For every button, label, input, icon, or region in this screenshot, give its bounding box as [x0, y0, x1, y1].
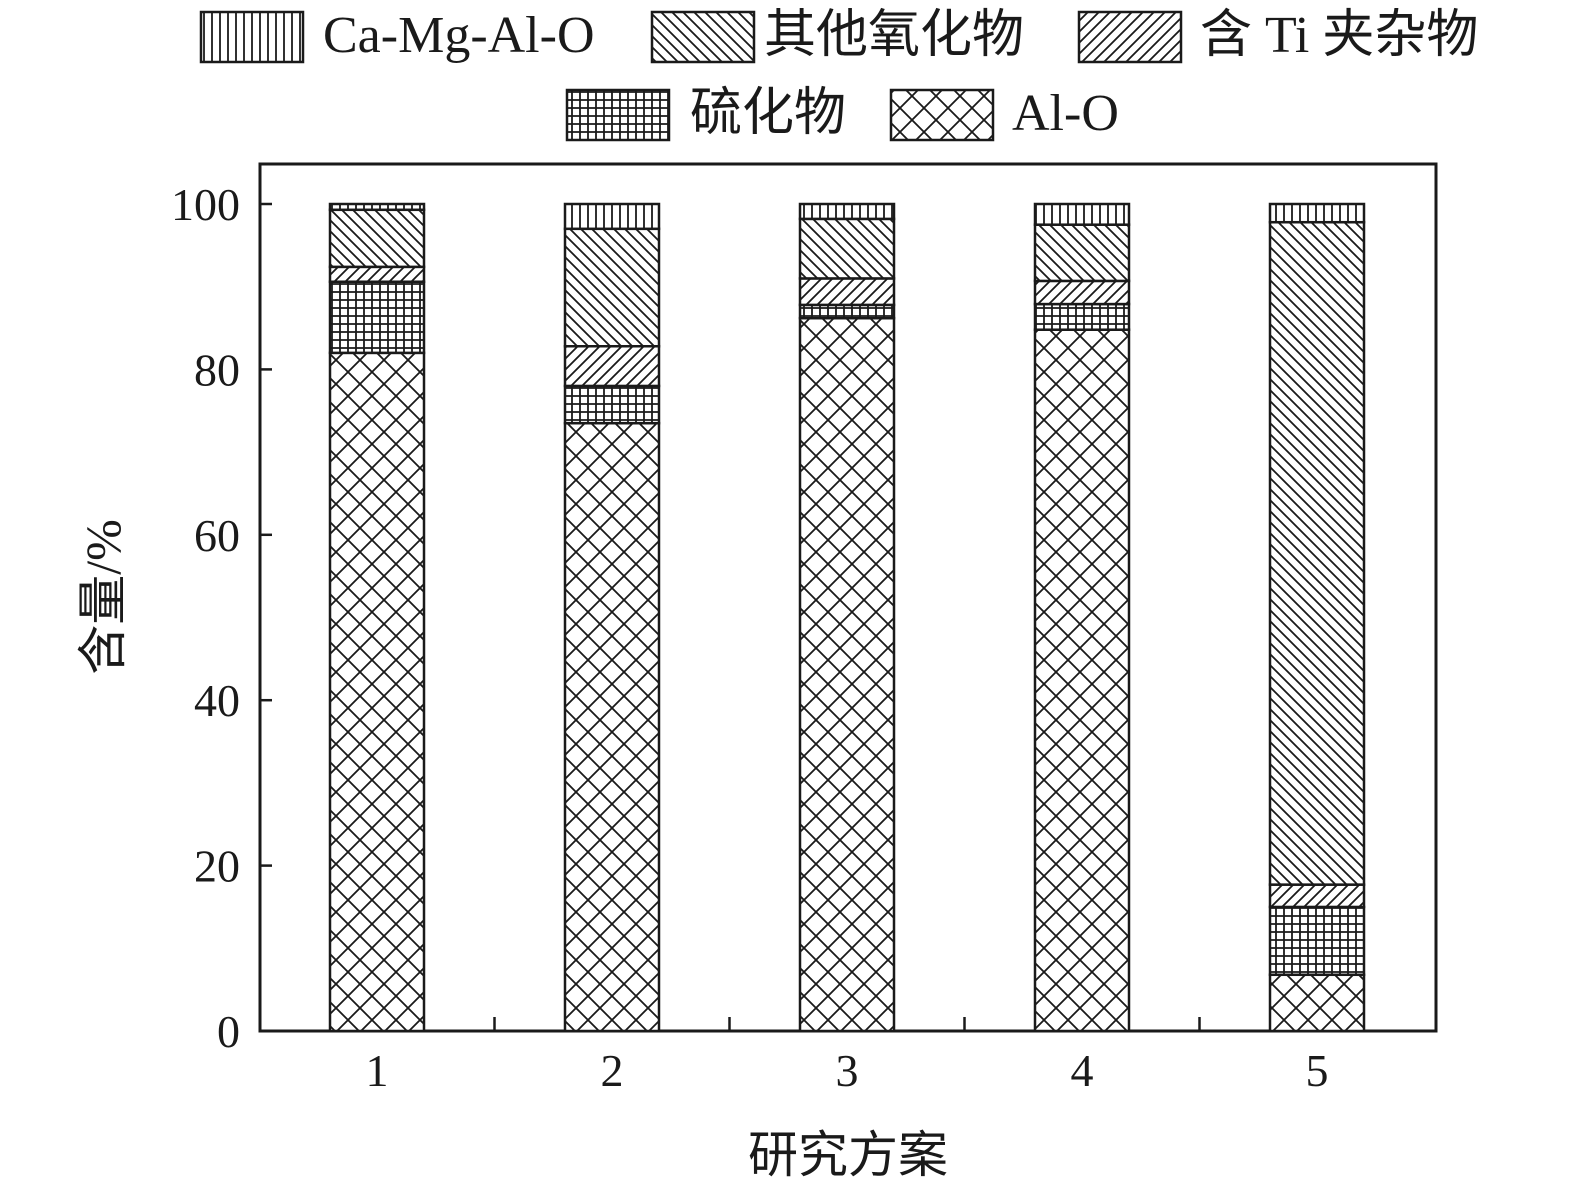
- legend-swatch: [199, 10, 305, 64]
- y-tick-label: 0: [217, 1006, 240, 1057]
- bar-segment-2-3: [563, 344, 661, 388]
- legend-label: Ca-Mg-Al-O: [323, 7, 595, 64]
- legend-swatch: [1077, 10, 1183, 64]
- bar-segment-5-3: [1268, 883, 1366, 909]
- bar-segment-2-2: [563, 384, 661, 425]
- y-tick-label: 60: [194, 510, 240, 561]
- y-tick-label: 80: [194, 344, 240, 395]
- bar-segment-5-5: [1268, 202, 1366, 224]
- bar-segment-1-2: [328, 280, 426, 355]
- bar-segment-3-4: [798, 217, 896, 280]
- x-axis-ticks: 1 2 3 4 5: [366, 1017, 1329, 1096]
- x-tick-label: 5: [1306, 1045, 1329, 1096]
- legend-label: Al-O: [1012, 85, 1119, 142]
- x-tick-label: 3: [836, 1045, 859, 1096]
- legend-swatch: [565, 88, 671, 142]
- x-tick-label: 4: [1071, 1045, 1094, 1096]
- bar-segment-2-5: [563, 202, 661, 231]
- x-tick-label: 1: [366, 1045, 389, 1096]
- bar-segment-5-1: [1268, 973, 1366, 1033]
- legend-label: 其他氧化物: [764, 7, 1024, 64]
- bar-segment-2-1: [563, 421, 661, 1033]
- y-tick-label: 100: [171, 179, 240, 230]
- x-tick-label: 2: [601, 1045, 624, 1096]
- bar-segment-1-1: [328, 351, 426, 1033]
- y-tick-label: 20: [194, 841, 240, 892]
- legend-swatch: [650, 10, 756, 64]
- bar-segment-4-5: [1033, 202, 1131, 226]
- bar-segment-1-5: [328, 202, 426, 212]
- bar-segment-4-2: [1033, 302, 1131, 331]
- bar-segment-5-2: [1268, 905, 1366, 977]
- bar-segment-3-2: [798, 303, 896, 320]
- bar-segment-5-4: [1268, 220, 1366, 886]
- bar-segment-3-3: [798, 277, 896, 307]
- bar-segment-1-4: [328, 208, 426, 269]
- bars-group: [328, 202, 1366, 1033]
- bar-segment-1-3: [328, 265, 426, 283]
- bar-segment-4-3: [1033, 279, 1131, 306]
- bar-segment-2-4: [563, 227, 661, 348]
- bar-segment-3-1: [798, 316, 896, 1033]
- bar-segment-4-4: [1033, 223, 1131, 283]
- bar-segment-3-5: [798, 202, 896, 221]
- y-tick-label: 40: [194, 675, 240, 726]
- bar-segment-4-1: [1033, 328, 1131, 1033]
- y-axis-title: 含量/%: [75, 519, 131, 675]
- y-axis-ticks: 0 20 40 60 80 100: [171, 179, 272, 1057]
- legend-label: 硫化物: [690, 85, 846, 142]
- x-axis-title: 研究方案: [748, 1127, 948, 1183]
- legend-label: 含 Ti 夹杂物: [1200, 7, 1478, 64]
- legend-swatch: [889, 88, 995, 142]
